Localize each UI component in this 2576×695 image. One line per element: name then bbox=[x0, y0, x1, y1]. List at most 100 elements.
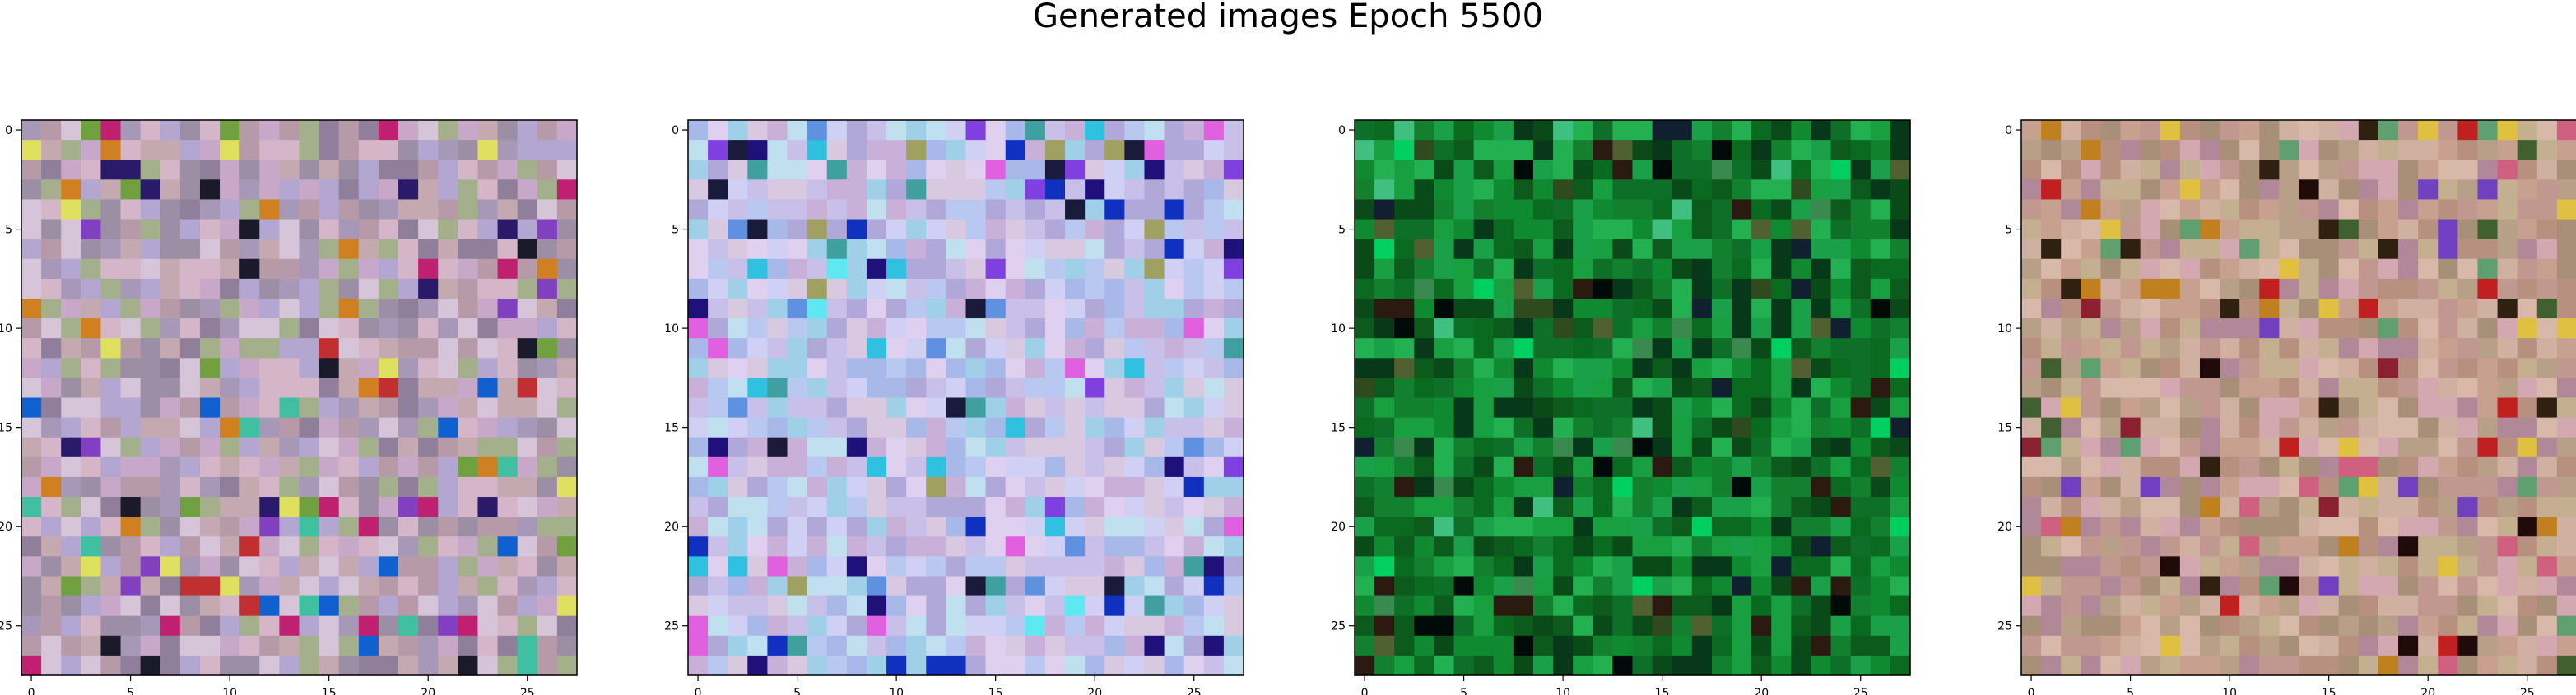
pixel-cell bbox=[220, 476, 240, 498]
pixel-cell bbox=[2438, 456, 2458, 478]
pixel-cell bbox=[1374, 318, 1395, 339]
pixel-cell bbox=[279, 595, 300, 617]
pixel-cell bbox=[1890, 318, 1911, 339]
pixel-cell bbox=[2338, 239, 2360, 260]
pixel-cell bbox=[688, 179, 709, 201]
pixel-cell bbox=[2081, 456, 2102, 478]
pixel-cell bbox=[1711, 338, 1732, 359]
pixel-cell bbox=[1203, 655, 1225, 676]
pixel-cell bbox=[1183, 437, 1205, 458]
pixel-cell bbox=[2259, 160, 2280, 180]
pixel-cell bbox=[1830, 358, 1852, 378]
pixel-cell bbox=[1532, 358, 1554, 378]
pixel-cell bbox=[2318, 239, 2340, 260]
pixel-cell bbox=[2140, 160, 2161, 180]
pixel-cell bbox=[1811, 140, 1832, 160]
pixel-cell bbox=[398, 635, 419, 656]
pixel-cell bbox=[2120, 456, 2141, 478]
pixel-cell bbox=[1085, 179, 1105, 201]
pixel-cell bbox=[2358, 160, 2379, 180]
pixel-cell bbox=[1711, 517, 1732, 537]
pixel-cell bbox=[1652, 338, 1673, 359]
pixel-cell bbox=[497, 358, 518, 378]
pixel-cell bbox=[946, 338, 967, 359]
pixel-cell bbox=[1183, 278, 1205, 299]
pixel-cell bbox=[2338, 258, 2360, 280]
pixel-cell bbox=[1434, 278, 1455, 299]
pixel-cell bbox=[1164, 517, 1185, 537]
pixel-cell bbox=[2041, 358, 2062, 378]
pixel-cell bbox=[2556, 358, 2576, 378]
pixel-cell bbox=[1085, 219, 1105, 240]
pixel-cell bbox=[2398, 595, 2419, 617]
pixel-cell bbox=[179, 219, 201, 240]
pixel-cell bbox=[358, 298, 379, 319]
pixel-cell bbox=[2021, 655, 2042, 676]
pixel-cell bbox=[21, 358, 42, 378]
pixel-cell bbox=[1124, 397, 1146, 419]
pixel-cell bbox=[1652, 456, 1673, 478]
pixel-cell bbox=[2120, 239, 2141, 260]
pixel-cell bbox=[199, 219, 221, 240]
pixel-cell bbox=[1065, 456, 1086, 478]
pixel-cell bbox=[517, 298, 538, 319]
pixel-cell bbox=[1025, 615, 1046, 637]
pixel-cell bbox=[279, 497, 300, 517]
pixel-cell bbox=[1751, 199, 1772, 220]
pixel-cell bbox=[965, 576, 987, 597]
pixel-cell bbox=[728, 239, 748, 260]
pixel-cell bbox=[2318, 397, 2340, 419]
pixel-cell bbox=[985, 239, 1007, 260]
pixel-cell bbox=[2259, 655, 2280, 676]
pixel-cell bbox=[1672, 556, 1693, 577]
pixel-cell bbox=[2041, 179, 2062, 201]
pixel-cell bbox=[2398, 278, 2419, 299]
pixel-cell bbox=[2457, 278, 2479, 299]
pixel-cell bbox=[906, 456, 927, 478]
pixel-cell bbox=[100, 556, 122, 577]
pixel-cell bbox=[2100, 456, 2122, 478]
pixel-cell bbox=[537, 437, 558, 458]
pixel-cell bbox=[319, 437, 340, 458]
pixel-cell bbox=[1751, 258, 1772, 280]
pixel-cell bbox=[2299, 219, 2320, 240]
pixel-cell bbox=[906, 140, 927, 160]
pixel-cell bbox=[1414, 298, 1435, 319]
pixel-cell bbox=[846, 497, 867, 517]
pixel-cell bbox=[2021, 219, 2042, 240]
pixel-cell bbox=[2160, 417, 2181, 438]
pixel-cell bbox=[517, 338, 538, 359]
pixel-cell bbox=[438, 655, 458, 676]
pixel-cell bbox=[1144, 595, 1165, 617]
pixel-cell bbox=[41, 536, 62, 557]
pixel-cell bbox=[2239, 497, 2260, 517]
pixel-cell bbox=[239, 635, 260, 656]
pixel-cell bbox=[985, 219, 1007, 240]
pixel-cell bbox=[2398, 417, 2419, 438]
pixel-cell bbox=[985, 160, 1007, 180]
pixel-cell bbox=[728, 258, 748, 280]
pixel-cell bbox=[438, 476, 458, 498]
pixel-cell bbox=[906, 378, 927, 399]
pixel-cell bbox=[556, 635, 578, 656]
pixel-cell bbox=[160, 298, 181, 319]
pixel-cell bbox=[239, 417, 260, 438]
pixel-cell bbox=[2160, 576, 2181, 597]
pixel-cell bbox=[1473, 318, 1495, 339]
pixel-cell bbox=[1830, 615, 1852, 637]
pixel-cell bbox=[279, 615, 300, 637]
pixel-cell bbox=[140, 219, 161, 240]
pixel-cell bbox=[2081, 437, 2102, 458]
pixel-cell bbox=[1890, 179, 1911, 201]
pixel-cell bbox=[1652, 497, 1673, 517]
pixel-cell bbox=[2220, 219, 2240, 240]
pixel-cell bbox=[517, 595, 538, 617]
pixel-cell bbox=[140, 140, 161, 160]
pixel-cell bbox=[2081, 635, 2102, 656]
pixel-cell bbox=[1890, 160, 1911, 180]
pixel-cell bbox=[1355, 595, 1375, 617]
pixel-cell bbox=[1850, 160, 1872, 180]
pixel-cell bbox=[199, 655, 221, 676]
pixel-cell bbox=[2220, 397, 2240, 419]
pixel-cell bbox=[1374, 278, 1395, 299]
